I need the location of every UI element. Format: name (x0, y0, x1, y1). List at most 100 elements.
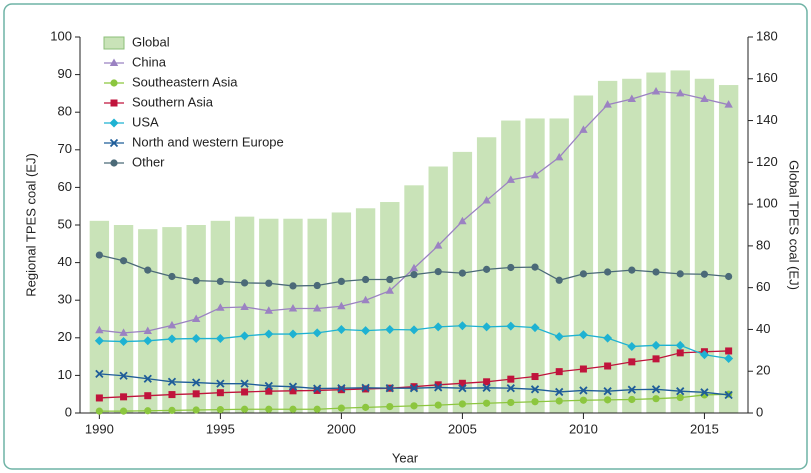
y-tick-label: 40 (58, 254, 72, 269)
marker (433, 322, 443, 332)
y2-tick-label: 20 (756, 363, 770, 378)
marker (119, 337, 129, 347)
marker (530, 385, 540, 394)
marker (603, 387, 612, 396)
marker (482, 196, 491, 204)
marker (144, 266, 152, 274)
marker (109, 138, 119, 148)
marker (409, 384, 419, 393)
y2-tick-label: 120 (756, 154, 778, 169)
marker (676, 349, 684, 357)
marker (506, 384, 515, 393)
marker (675, 340, 685, 350)
marker (603, 100, 612, 108)
marker (676, 393, 684, 402)
marker (410, 271, 418, 279)
marker (337, 404, 345, 412)
marker (240, 405, 249, 413)
y-axis-label: Regional TPES coal (EJ) (23, 153, 38, 297)
marker (531, 373, 539, 381)
marker (554, 332, 564, 342)
marker (289, 282, 297, 290)
marker (216, 389, 224, 397)
marker (457, 321, 467, 331)
marker (458, 269, 467, 277)
legend-swatch (103, 36, 125, 50)
marker (289, 405, 297, 413)
x-tick-label: 2015 (690, 421, 719, 436)
marker (579, 270, 588, 278)
marker (627, 94, 637, 103)
marker (434, 241, 443, 249)
marker (531, 398, 539, 406)
y-tick-label: 80 (58, 104, 72, 119)
marker (337, 384, 346, 393)
marker (144, 392, 152, 400)
marker (167, 377, 177, 386)
marker (337, 301, 346, 310)
marker (264, 381, 273, 391)
marker (531, 263, 539, 271)
marker (579, 365, 587, 373)
bar (718, 85, 739, 414)
marker (700, 94, 709, 103)
marker (676, 88, 685, 97)
bar (573, 95, 594, 413)
marker (579, 396, 588, 404)
marker (410, 383, 418, 391)
marker (312, 328, 322, 338)
marker (725, 347, 733, 355)
marker (458, 384, 467, 393)
marker (578, 330, 588, 340)
legend-label: Global (132, 34, 170, 49)
bar (597, 80, 618, 413)
marker (337, 386, 345, 394)
y-tick-label: 50 (58, 216, 72, 231)
marker (386, 403, 394, 411)
bar (259, 218, 279, 413)
marker (240, 279, 249, 287)
marker (110, 79, 118, 87)
marker (628, 395, 636, 404)
marker (119, 407, 128, 415)
marker (627, 385, 636, 394)
marker (361, 403, 370, 411)
marker (385, 384, 394, 393)
marker (700, 270, 709, 278)
marker (313, 386, 321, 394)
marker (264, 329, 274, 339)
bar (234, 216, 255, 413)
marker (95, 325, 104, 334)
marker (651, 87, 661, 95)
marker (579, 386, 588, 395)
marker (167, 320, 177, 329)
marker (119, 257, 128, 265)
y-tick-label: 30 (58, 292, 72, 307)
marker (530, 170, 540, 179)
marker (530, 323, 540, 333)
bar (476, 137, 497, 413)
bar (622, 78, 642, 414)
legend-label: Southeastern Asia (132, 74, 238, 89)
bar (331, 212, 352, 413)
marker (265, 405, 273, 413)
marker (555, 276, 563, 284)
marker (579, 125, 588, 133)
marker (385, 325, 395, 335)
marker (409, 263, 419, 272)
y-tick-label: 20 (58, 329, 72, 344)
marker (725, 272, 733, 281)
marker (288, 329, 298, 339)
marker (264, 306, 273, 314)
marker (110, 159, 118, 167)
legend: Global China Southeastern Asia Southern Asi… (103, 34, 284, 169)
y2-tick-label: 60 (756, 279, 770, 294)
marker (265, 387, 273, 395)
marker (434, 381, 442, 389)
marker (676, 270, 684, 278)
bar (89, 220, 110, 413)
bar (113, 225, 134, 413)
marker (361, 326, 371, 336)
marker (434, 401, 442, 409)
marker (191, 334, 201, 344)
